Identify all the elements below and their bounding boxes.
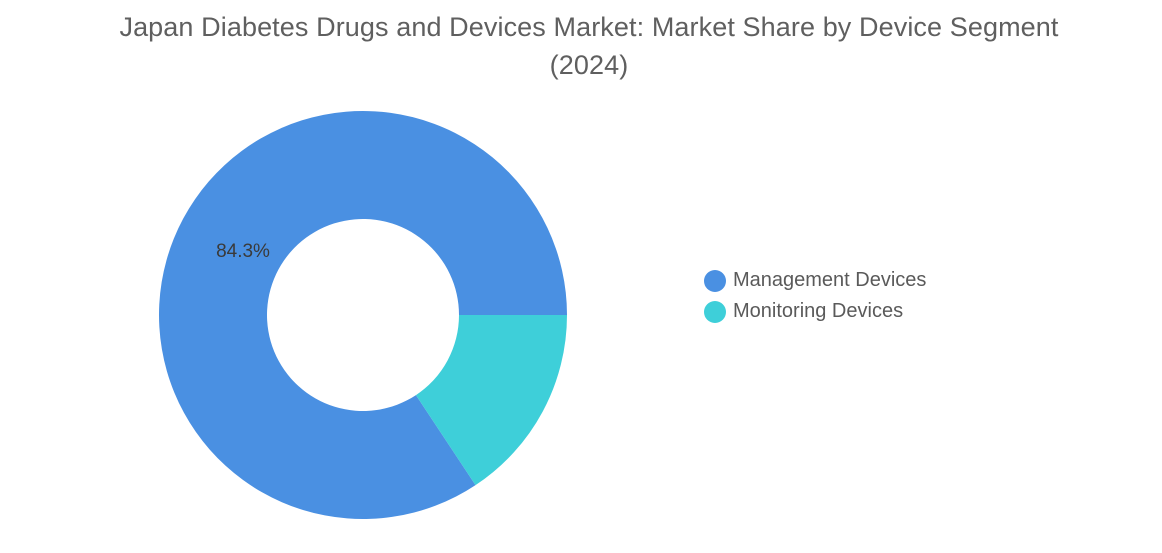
chart-legend: Management Devices Monitoring Devices <box>704 265 926 327</box>
chart-title: Japan Diabetes Drugs and Devices Market:… <box>60 8 1118 84</box>
chart-title-line-1: Japan Diabetes Drugs and Devices Market:… <box>119 12 1059 42</box>
donut-slice-monitoring-devices[interactable] <box>415 315 567 486</box>
legend-item-monitoring-devices[interactable]: Monitoring Devices <box>704 296 926 327</box>
legend-label-monitoring-devices: Monitoring Devices <box>733 300 904 322</box>
data-label-management-devices: 84.3% <box>216 241 270 262</box>
legend-swatch-monitoring-devices <box>704 300 726 323</box>
legend-label-management-devices: Management Devices <box>733 269 927 291</box>
chart-title-line-2: (2024) <box>549 50 629 80</box>
legend-swatch-management-devices <box>704 269 726 292</box>
donut-slice-management-devices[interactable] <box>159 111 567 519</box>
legend-item-management-devices[interactable]: Management Devices <box>704 265 926 296</box>
